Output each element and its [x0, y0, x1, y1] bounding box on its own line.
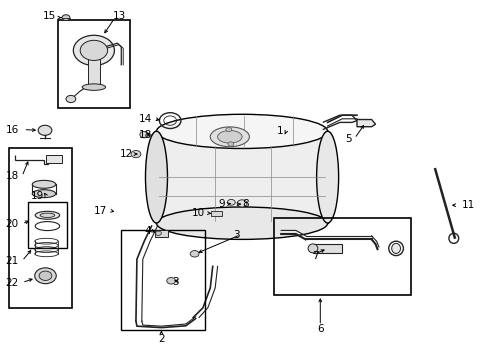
Text: 1: 1: [276, 126, 283, 136]
Ellipse shape: [156, 207, 327, 239]
Circle shape: [227, 142, 233, 146]
Polygon shape: [356, 120, 375, 127]
Bar: [156, 131, 327, 223]
Text: 5: 5: [345, 134, 351, 144]
Text: 18: 18: [5, 171, 19, 181]
Text: 17: 17: [93, 206, 106, 216]
Ellipse shape: [316, 131, 338, 223]
Circle shape: [80, 40, 107, 60]
Circle shape: [155, 231, 161, 235]
Ellipse shape: [32, 180, 56, 188]
Bar: [28, 202, 67, 248]
Circle shape: [225, 127, 231, 132]
Text: 12: 12: [120, 149, 133, 159]
Ellipse shape: [391, 243, 400, 253]
Ellipse shape: [32, 190, 56, 198]
Text: 6: 6: [316, 324, 323, 334]
Text: 7: 7: [311, 251, 318, 261]
Ellipse shape: [145, 131, 167, 223]
Text: 18: 18: [138, 130, 151, 140]
Text: 22: 22: [5, 278, 19, 288]
Circle shape: [227, 199, 235, 205]
Text: 21: 21: [5, 256, 19, 266]
Bar: [273, 218, 410, 295]
Text: 3: 3: [171, 276, 178, 287]
Text: 4: 4: [143, 226, 150, 236]
Circle shape: [73, 35, 114, 66]
Text: 15: 15: [43, 11, 56, 21]
Bar: [46, 155, 61, 163]
Text: 10: 10: [192, 208, 205, 218]
Ellipse shape: [40, 213, 55, 217]
Circle shape: [131, 150, 141, 158]
Ellipse shape: [82, 84, 105, 90]
Text: 16: 16: [6, 125, 20, 135]
Text: 19: 19: [31, 191, 44, 201]
Bar: [312, 244, 342, 253]
Circle shape: [190, 251, 199, 257]
Text: 9: 9: [218, 199, 224, 209]
Circle shape: [35, 268, 56, 284]
Circle shape: [62, 15, 70, 21]
Circle shape: [166, 278, 175, 284]
Ellipse shape: [156, 114, 327, 148]
Ellipse shape: [307, 244, 317, 253]
Ellipse shape: [35, 211, 60, 219]
Ellipse shape: [217, 130, 242, 143]
Bar: [211, 211, 222, 216]
Text: 13: 13: [112, 11, 125, 21]
Bar: [9, 148, 72, 308]
Circle shape: [66, 95, 76, 103]
Circle shape: [237, 200, 246, 207]
Text: 2: 2: [158, 334, 164, 344]
Text: 8: 8: [242, 199, 248, 209]
Bar: [88, 54, 100, 86]
Circle shape: [38, 125, 52, 135]
Bar: [121, 230, 205, 330]
Bar: [154, 230, 168, 237]
Ellipse shape: [210, 127, 249, 147]
Text: 11: 11: [461, 200, 474, 210]
Text: 3: 3: [232, 230, 239, 240]
Text: 20: 20: [5, 219, 19, 229]
Circle shape: [39, 271, 52, 280]
Circle shape: [140, 131, 148, 138]
Bar: [58, 20, 129, 108]
Text: 14: 14: [138, 114, 151, 124]
